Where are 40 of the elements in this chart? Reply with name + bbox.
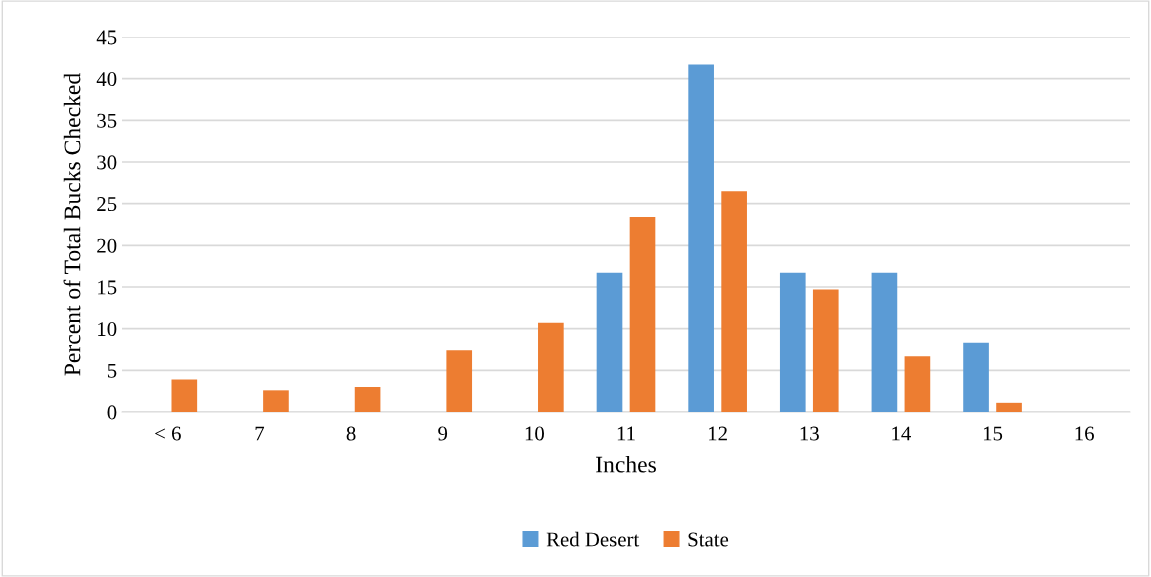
bar xyxy=(779,272,806,412)
legend-label: State xyxy=(688,532,729,547)
bar xyxy=(538,322,564,412)
bar xyxy=(171,379,198,412)
y-tick-label: 30 xyxy=(97,155,117,170)
bar xyxy=(871,272,898,412)
bar xyxy=(904,356,931,412)
y-tick-label: 10 xyxy=(98,322,117,337)
bar xyxy=(263,390,289,412)
bar xyxy=(996,402,1022,412)
bar xyxy=(629,217,656,412)
bar xyxy=(812,289,839,412)
y-tick-label: 45 xyxy=(96,30,117,45)
x-tick-label: 11 xyxy=(617,426,635,441)
y-tick-label: 20 xyxy=(97,238,117,253)
bar xyxy=(596,272,623,412)
legend-label: Red Desert xyxy=(546,531,640,547)
x-tick-label: 12 xyxy=(709,426,727,441)
x-tick-label: 14 xyxy=(892,426,911,441)
y-axis-title: Percent of Total Bucks Checked xyxy=(63,73,81,376)
y-tick-label: 0 xyxy=(107,405,117,420)
y-tick-label: 15 xyxy=(98,280,117,295)
y-tick-label: 40 xyxy=(96,72,117,87)
bar xyxy=(688,64,714,412)
x-tick-label: 10 xyxy=(525,426,544,441)
x-axis-title: Inches xyxy=(596,455,656,473)
x-tick-label: 13 xyxy=(800,426,819,441)
x-tick-label: 9 xyxy=(438,426,448,441)
y-tick-label: 5 xyxy=(107,363,117,378)
bar xyxy=(354,387,381,412)
x-tick-label: 15 xyxy=(983,426,1003,441)
y-tick-label: 25 xyxy=(97,197,117,212)
x-tick-label: 8 xyxy=(346,426,356,441)
x-tick-label: 16 xyxy=(1075,426,1094,441)
bar xyxy=(963,342,989,412)
x-tick-label: < 6 xyxy=(155,426,181,441)
x-tick-label: 7 xyxy=(255,426,265,441)
bar xyxy=(446,350,473,412)
bar xyxy=(721,191,747,412)
y-tick-label: 35 xyxy=(97,113,117,128)
